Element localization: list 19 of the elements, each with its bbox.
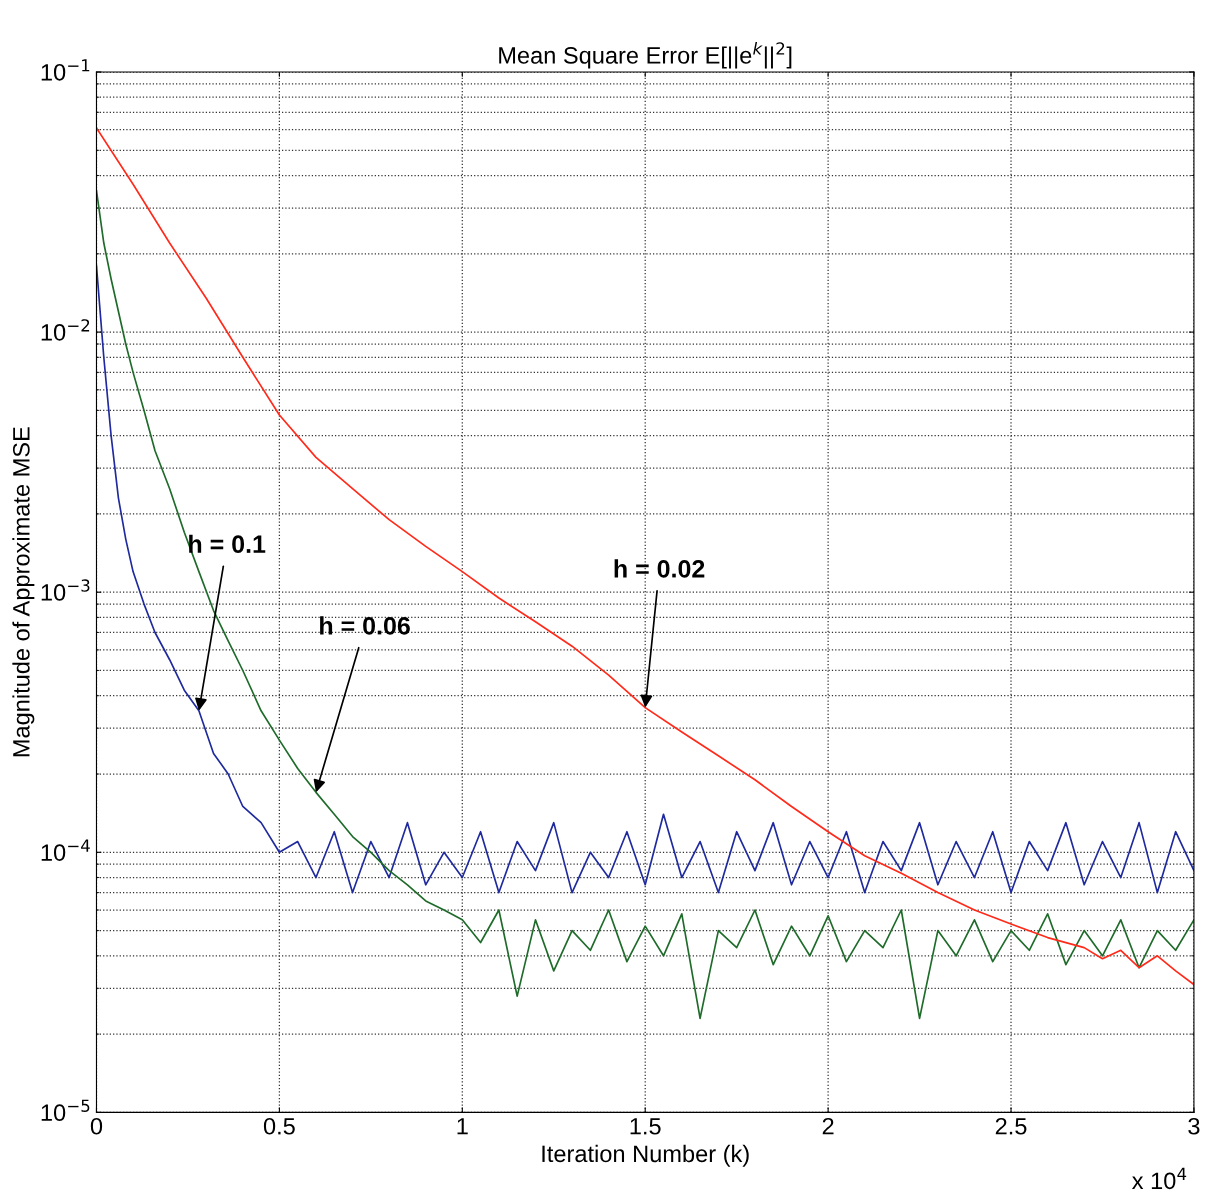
- y-tick-label: 10$^{−1}$: [41, 59, 90, 81]
- x-tick-label: 3: [1188, 1117, 1200, 1135]
- y-tick-label: 10$^{−3}$: [41, 579, 90, 601]
- y-tick-label: 10$^{−5}$: [41, 1099, 90, 1122]
- y-tick-label: 10$^{−4}$: [41, 839, 90, 861]
- x-tick-label: 0.5: [263, 1117, 295, 1135]
- x-tick-label: 2: [822, 1117, 834, 1135]
- annotation: h = 0.06: [320, 616, 410, 635]
- chart-title: Mean Square Error E[||e$^{k}$||$^{2}$]: [499, 41, 792, 69]
- x-tick-label: 2.5: [995, 1117, 1027, 1135]
- x-tick-label: 0: [90, 1117, 103, 1135]
- x-tick-label: 1.5: [630, 1118, 661, 1135]
- annotation: h = 0.1: [189, 534, 266, 554]
- x-tick-label: 1: [457, 1118, 468, 1135]
- x-axis-title: Iteration Number (k): [542, 1144, 749, 1167]
- text: x 10$^{4}$: [1131, 1167, 1187, 1190]
- annotation: h = 0.02: [614, 559, 705, 578]
- y-tick-label: 10$^{−2}$: [41, 319, 90, 341]
- y-axis-title: Magnitude of Approximate MSE: [12, 427, 35, 757]
